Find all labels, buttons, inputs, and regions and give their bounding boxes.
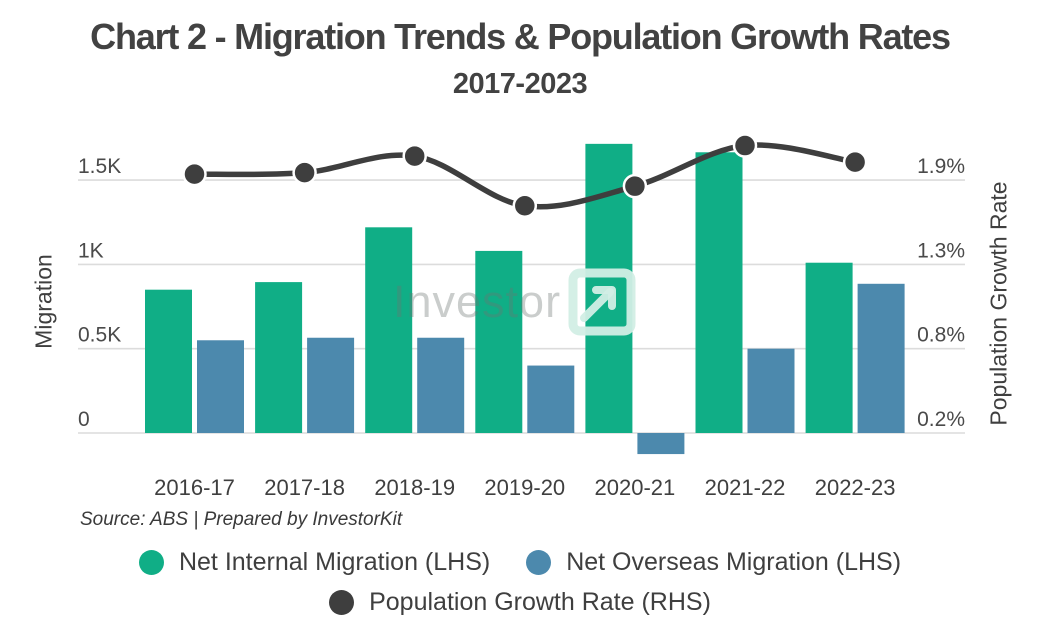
bar-net-overseas-2016-17 [197,340,244,433]
legend-item-internal-migration: Net Internal Migration (LHS) [138,548,491,577]
bar-net-internal-2018-19 [365,227,413,433]
right-axis-tick-label: 1.3% [917,239,965,262]
x-tick-label: 2017-18 [264,475,345,500]
bar-net-overseas-2021-22 [747,348,795,433]
x-tick-label: 2020-21 [595,475,676,500]
legend-label-internal: Net Internal Migration (LHS) [178,548,491,576]
left-axis-tick-label: 0 [78,408,90,431]
bar-net-internal-2022-23 [805,262,853,433]
right-axis-tick-label: 0.8% [917,324,965,347]
growth-rate-marker-2022-23 [842,149,868,175]
growth-rate-marker-2016-17 [182,161,207,187]
left-axis-tick-label: 1.5K [78,155,121,178]
legend-row-1: Net Internal Migration (LHS) Net Oversea… [138,548,901,577]
x-tick-label: 2016-17 [154,475,235,500]
x-tick-label: 2019-20 [484,475,565,500]
x-tick-label: 2021-22 [705,475,786,500]
legend-swatch-growth-icon [329,590,355,615]
legend-label-growth: Population Growth Rate (RHS) [369,588,711,616]
source-note: Source: ABS | Prepared by InvestorKit [80,509,403,530]
bar-net-internal-2016-17 [145,289,192,433]
legend: Net Internal Migration (LHS) Net Oversea… [0,548,1040,617]
bar-net-overseas-2019-20 [527,365,575,433]
bar-net-internal-2019-20 [475,250,523,433]
legend-label-overseas: Net Overseas Migration (LHS) [566,548,902,576]
growth-rate-marker-2020-21 [622,173,648,199]
legend-item-overseas-migration: Net Overseas Migration (LHS) [526,548,901,577]
x-tick-label: 2018-19 [374,475,455,500]
legend-swatch-overseas-icon [526,550,552,575]
legend-swatch-internal-icon [138,550,164,575]
right-axis-tick-label: 0.2% [917,408,965,431]
growth-rate-marker-2018-19 [402,143,427,169]
growth-rate-marker-2019-20 [512,193,538,218]
bar-net-overseas-2022-23 [857,283,905,433]
legend-row-2: Population Growth Rate (RHS) [329,588,711,617]
bar-net-overseas-2017-18 [307,337,355,433]
legend-item-growth-rate: Population Growth Rate (RHS) [329,588,711,617]
left-axis-tick-label: 1K [78,239,104,262]
chart-subtitle: 2017-2023 [452,68,588,100]
left-axis-tick-label: 0.5K [78,324,121,347]
growth-rate-marker-2021-22 [732,133,758,158]
bar-net-overseas-2018-19 [417,337,465,433]
growth-rate-marker-2017-18 [292,160,317,185]
bar-net-internal-2021-22 [695,152,743,433]
bar-net-internal-2017-18 [255,282,303,433]
x-tick-label: 2022-23 [815,475,896,500]
bar-net-overseas-2020-21 [637,433,685,455]
right-axis-tick-label: 1.9% [917,155,965,178]
chart-title: Chart 2 - Migration Trends & Population … [90,16,951,57]
